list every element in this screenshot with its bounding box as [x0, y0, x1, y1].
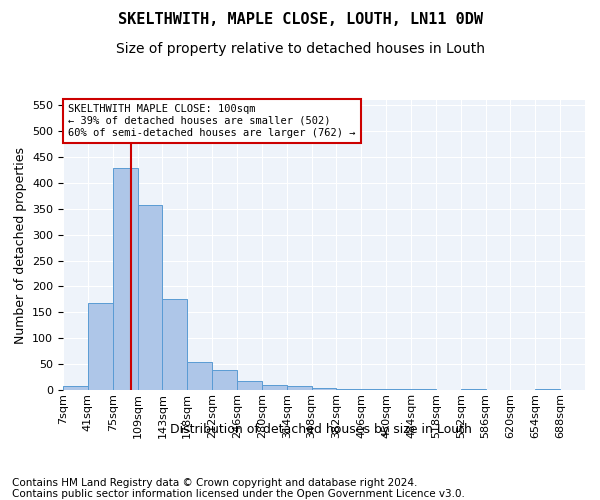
Bar	[163, 300, 187, 390]
Text: Contains HM Land Registry data © Crown copyright and database right 2024.
Contai: Contains HM Land Registry data © Crown c…	[12, 478, 465, 499]
Bar	[262, 385, 287, 390]
Bar	[337, 389, 361, 390]
Text: SKELTHWITH MAPLE CLOSE: 100sqm
← 39% of detached houses are smaller (502)
60% of: SKELTHWITH MAPLE CLOSE: 100sqm ← 39% of …	[68, 104, 356, 138]
Bar	[311, 388, 337, 390]
Bar	[137, 205, 163, 390]
Bar	[287, 386, 311, 390]
Bar	[88, 303, 113, 390]
Text: SKELTHWITH, MAPLE CLOSE, LOUTH, LN11 0DW: SKELTHWITH, MAPLE CLOSE, LOUTH, LN11 0DW	[118, 12, 482, 28]
Bar	[237, 380, 262, 390]
Text: Size of property relative to detached houses in Louth: Size of property relative to detached ho…	[115, 42, 485, 56]
Text: Distribution of detached houses by size in Louth: Distribution of detached houses by size …	[170, 422, 472, 436]
Y-axis label: Number of detached properties: Number of detached properties	[14, 146, 26, 344]
Bar	[212, 370, 237, 390]
Bar	[187, 362, 212, 390]
Bar	[113, 168, 137, 390]
Bar	[63, 386, 88, 390]
